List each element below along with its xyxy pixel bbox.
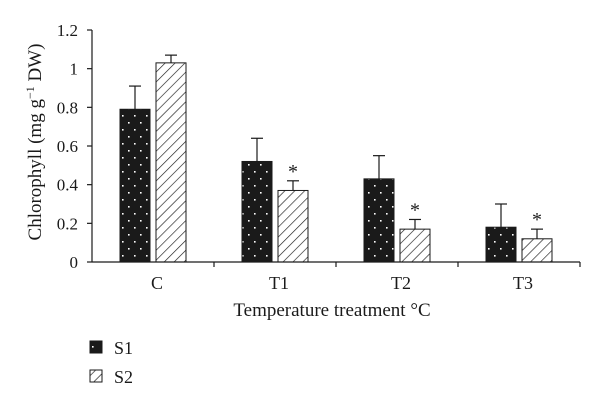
y-axis-title: Chlorophyll (mg g−1 DW) xyxy=(23,44,46,241)
bar-s2-t2 xyxy=(399,228,431,263)
significance-star: * xyxy=(532,209,542,231)
bar-s1-t1 xyxy=(241,160,273,263)
bar-s1-c xyxy=(119,108,151,263)
bar-s1-t3 xyxy=(485,226,517,263)
y-tick-label: 1 xyxy=(70,60,79,79)
bars-group xyxy=(119,62,553,263)
bar-s2-t3 xyxy=(521,238,553,263)
error-bars-group xyxy=(129,54,543,239)
x-category-label: C xyxy=(151,273,163,293)
bar-s1-t2 xyxy=(363,178,395,263)
x-category-label: T3 xyxy=(513,273,533,293)
y-axis-title-superscript: −1 xyxy=(23,86,37,99)
y-tick-label: 0 xyxy=(70,253,79,272)
y-tick-label: 0.4 xyxy=(57,176,79,195)
y-axis-ticks: 0 0.2 0.4 0.6 0.8 1 1.2 xyxy=(57,21,92,272)
significance-star: * xyxy=(288,161,298,183)
legend-swatch-s1 xyxy=(89,340,103,354)
y-axis-title-tail: DW) xyxy=(25,44,46,87)
legend-label-s2: S2 xyxy=(114,367,133,387)
significance-star: * xyxy=(410,199,420,221)
y-tick-label: 0.6 xyxy=(57,137,78,156)
bar-s2-c xyxy=(155,62,187,263)
x-axis-title: Temperature treatment °C xyxy=(233,300,430,321)
x-category-label: T1 xyxy=(269,273,289,293)
y-tick-label: 0.8 xyxy=(57,98,78,117)
significance-markers: * * * xyxy=(288,161,542,231)
x-category-label: T2 xyxy=(391,273,411,293)
bar-s2-t1 xyxy=(277,189,309,263)
x-axis-categories: C T1 T2 T3 xyxy=(151,262,581,293)
legend-swatch-s2 xyxy=(89,369,103,383)
y-tick-label: 1.2 xyxy=(57,21,78,40)
y-tick-label: 0.2 xyxy=(57,214,78,233)
legend-label-s1: S1 xyxy=(114,338,133,358)
y-axis-title-main: Chlorophyll (mg g xyxy=(25,99,46,241)
